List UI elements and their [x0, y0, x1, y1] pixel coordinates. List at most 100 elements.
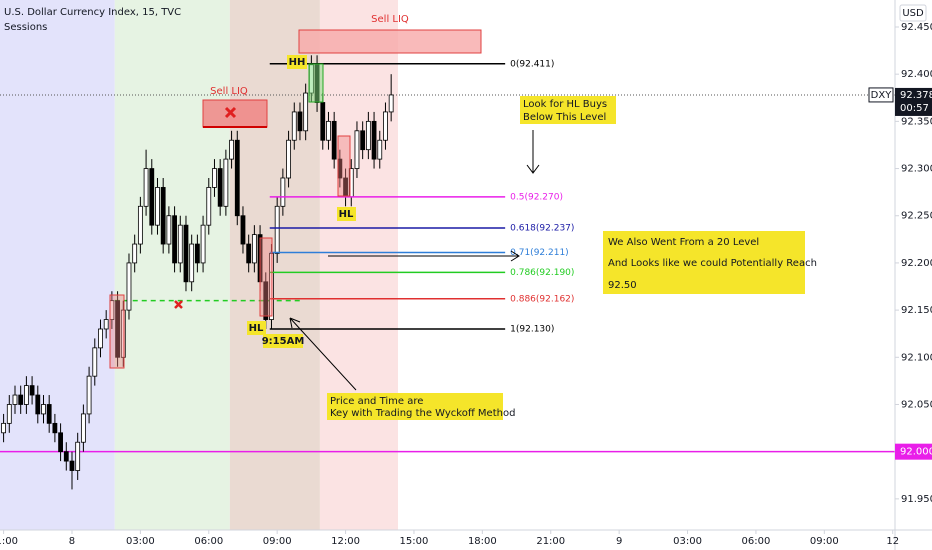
fib-label: 1(92.130) — [510, 324, 554, 334]
candle-body — [12, 394, 18, 405]
x-tick-label: 03:00 — [126, 536, 155, 547]
candle-body — [41, 404, 46, 415]
sell-liq-label: Sell LIQ — [371, 14, 409, 25]
x-tick-label: 09:00 — [810, 536, 839, 547]
session-band — [114, 0, 230, 530]
x-tick-label: 03:00 — [673, 536, 702, 547]
fib-label: 0.786(92.190) — [510, 268, 574, 278]
candle-body — [189, 243, 195, 283]
candle-body — [326, 120, 331, 141]
y-tick-label: 92.150 — [901, 305, 932, 316]
candle-body — [217, 168, 223, 207]
highlight-box — [109, 294, 125, 369]
y-tick-label: 91.950 — [901, 494, 932, 505]
candle-body — [286, 139, 291, 179]
candle-body — [92, 347, 98, 377]
candle-body — [126, 262, 132, 311]
candle-body — [212, 168, 217, 188]
candle-body — [120, 309, 126, 358]
time-label: 9:15AM — [262, 336, 305, 347]
note-text: 92.50 — [608, 280, 637, 291]
note-box — [327, 393, 503, 420]
indicator-name: Sessions — [4, 22, 47, 33]
y-tick-label: 92.100 — [901, 352, 932, 363]
candle-body — [137, 205, 143, 245]
candle-body — [172, 215, 177, 264]
candle-body — [291, 111, 297, 141]
candle-body — [240, 215, 246, 245]
candle-body — [388, 94, 394, 113]
hh-label: HH — [289, 57, 306, 68]
highlight-box — [337, 135, 351, 197]
x-mark — [224, 106, 237, 119]
x-tick-label: 06:00 — [742, 536, 771, 547]
fib-label: 0.618(92.237) — [510, 224, 574, 234]
arrow — [526, 130, 540, 174]
candle-body — [297, 111, 303, 132]
label-box — [247, 321, 266, 335]
candle-body — [383, 111, 388, 141]
label-box — [337, 207, 356, 221]
sell-liq-label: Sell LIQ — [210, 86, 248, 97]
x-tick-label: 18:00 — [468, 536, 497, 547]
arrow — [289, 317, 357, 391]
candle-body — [371, 120, 377, 160]
label-box — [287, 55, 307, 69]
note-text: And Looks like we could Potentially Reac… — [608, 258, 817, 269]
sell-liq-box — [202, 99, 268, 128]
x-tick-label: 15:00 — [400, 536, 429, 547]
y-tick-label: 92.250 — [901, 211, 932, 222]
candle-body — [80, 413, 86, 443]
candle-body — [69, 460, 75, 471]
y-tick-label: 92.400 — [901, 69, 932, 80]
candle-body — [331, 120, 337, 160]
x-tick-label: 21:00 — [0, 536, 18, 547]
candle-body — [52, 422, 58, 434]
note-box — [603, 231, 805, 294]
candle-body — [23, 385, 29, 405]
x-tick-label: 8 — [69, 536, 75, 547]
candle-body — [234, 139, 240, 217]
candle-body — [18, 394, 24, 405]
x-tick-label: 12 — [886, 536, 899, 547]
y-tick-label: 92.350 — [901, 116, 932, 127]
candle-body — [377, 139, 383, 160]
x-tick-label: 06:00 — [194, 536, 223, 547]
hl-label: HL — [249, 323, 264, 334]
session-band — [229, 0, 320, 530]
candle-body — [360, 130, 366, 151]
candle-body — [63, 451, 69, 462]
symbol-tag — [868, 87, 894, 103]
level-tag — [895, 443, 932, 460]
plot-layer: 0(92.411) 0.5(92.270) 0.618(92.237) 0.71(92… — [0, 55, 895, 490]
candle-body — [6, 404, 12, 424]
x-tick-label: 12:00 — [331, 536, 360, 547]
candle-body — [160, 187, 166, 245]
candle-body — [103, 319, 109, 330]
candle-body — [365, 120, 371, 151]
candle-body — [320, 102, 326, 141]
price-tag-label: 92.378 — [900, 90, 932, 101]
candle-body — [246, 243, 252, 264]
highlight-box — [259, 237, 273, 317]
x-mark — [174, 300, 183, 309]
candle-body — [223, 158, 229, 207]
note-text: Key with Trading the Wyckoff Method — [330, 408, 515, 419]
x-axis-panel — [0, 530, 932, 550]
candle-body — [194, 243, 200, 264]
session-band — [319, 0, 398, 530]
annotation-layer: Sell LIQ Sell LIQ HH HL HL 9:15AM Look f… — [109, 14, 817, 420]
candle-body — [155, 187, 160, 226]
candle-body — [132, 243, 138, 264]
y-tick-label: 92.450 — [901, 22, 932, 33]
fib-label: 0.886(92.162) — [510, 294, 574, 304]
candle-body — [354, 130, 360, 169]
candle-body — [29, 385, 35, 396]
note-text: Price and Time are — [330, 396, 423, 407]
currency-box — [899, 4, 927, 22]
candle-body — [183, 224, 189, 283]
note-text: Below This Level — [523, 112, 606, 123]
candle-body — [46, 404, 52, 424]
y-tick-label: 92.050 — [901, 399, 932, 410]
